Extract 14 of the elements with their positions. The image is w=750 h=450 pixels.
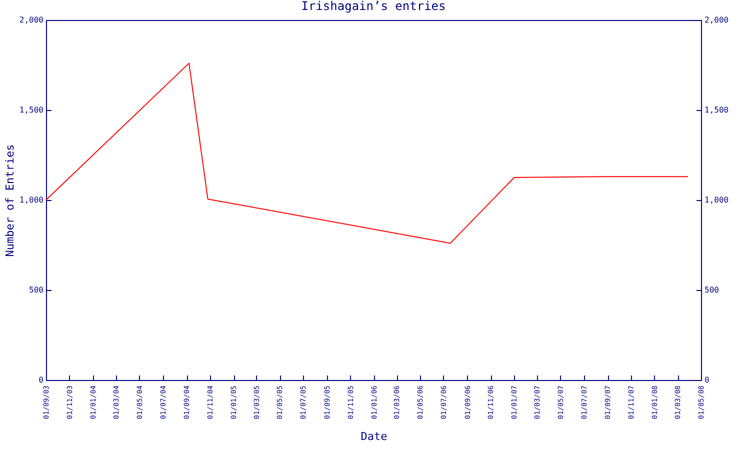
y-axis-title: Number of Entries bbox=[3, 144, 16, 257]
y2-tick-label: 500 bbox=[704, 286, 720, 294]
y-tick-label: 500 bbox=[29, 286, 44, 294]
y2-tick-label: 2,000 bbox=[704, 16, 729, 24]
y-tick-label: 2,000 bbox=[19, 16, 44, 24]
y2-tick-label: 1,000 bbox=[704, 196, 729, 204]
y-tick-label: 1,500 bbox=[19, 106, 44, 114]
y-tick-label: 0 bbox=[38, 376, 44, 384]
y2-tick-label: 0 bbox=[704, 376, 710, 384]
line-series bbox=[46, 62, 688, 244]
chart-title: Irishagain’s entries bbox=[301, 0, 446, 13]
x-axis-title: Date bbox=[360, 430, 388, 444]
y-tick-label: 1,000 bbox=[19, 196, 44, 204]
y2-tick-label: 1,500 bbox=[704, 106, 729, 114]
